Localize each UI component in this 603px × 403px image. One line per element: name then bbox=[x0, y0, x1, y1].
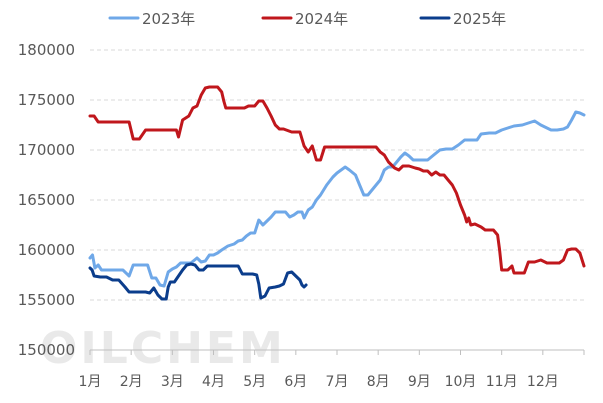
x-tick-label: 11月 bbox=[486, 374, 518, 390]
y-tick-label: 155000 bbox=[18, 291, 75, 309]
x-tick-label: 1月 bbox=[79, 374, 102, 390]
axes: 150000 155000 160000 165000 170000 175000 1800… bbox=[18, 41, 585, 390]
legend-label: 2023年 bbox=[142, 10, 195, 28]
x-tick-label: 8月 bbox=[367, 374, 390, 390]
x-tick-label: 3月 bbox=[161, 374, 184, 390]
y-tick-label: 160000 bbox=[18, 241, 75, 259]
series-line-2 bbox=[88, 85, 586, 275]
x-tick-label: 5月 bbox=[243, 374, 266, 390]
legend: 2023年 2024年 2025年 bbox=[108, 10, 506, 28]
watermark: OILCHEM bbox=[40, 323, 286, 374]
y-tick-label: 165000 bbox=[18, 191, 75, 209]
legend-label: 2025年 bbox=[453, 10, 506, 28]
y-tick-label: 170000 bbox=[18, 141, 75, 159]
watermark-text: OILCHEM bbox=[40, 323, 286, 374]
x-tick-label: 12月 bbox=[527, 374, 559, 390]
x-tick-label: 6月 bbox=[284, 374, 307, 390]
x-tick-label: 4月 bbox=[202, 374, 225, 390]
y-tick-label: 175000 bbox=[18, 91, 75, 109]
grid bbox=[90, 49, 584, 301]
y-tick-label: 180000 bbox=[18, 41, 75, 59]
series-line-3 bbox=[88, 262, 308, 301]
x-tick-label: 10月 bbox=[445, 374, 477, 390]
x-tick-label: 9月 bbox=[408, 374, 431, 390]
x-tick-label: 2月 bbox=[120, 374, 143, 390]
x-tick-label: 7月 bbox=[326, 374, 349, 390]
series bbox=[88, 85, 586, 301]
legend-label: 2024年 bbox=[295, 10, 348, 28]
y-tick-label: 150000 bbox=[18, 341, 75, 359]
series-line-1 bbox=[88, 110, 586, 288]
